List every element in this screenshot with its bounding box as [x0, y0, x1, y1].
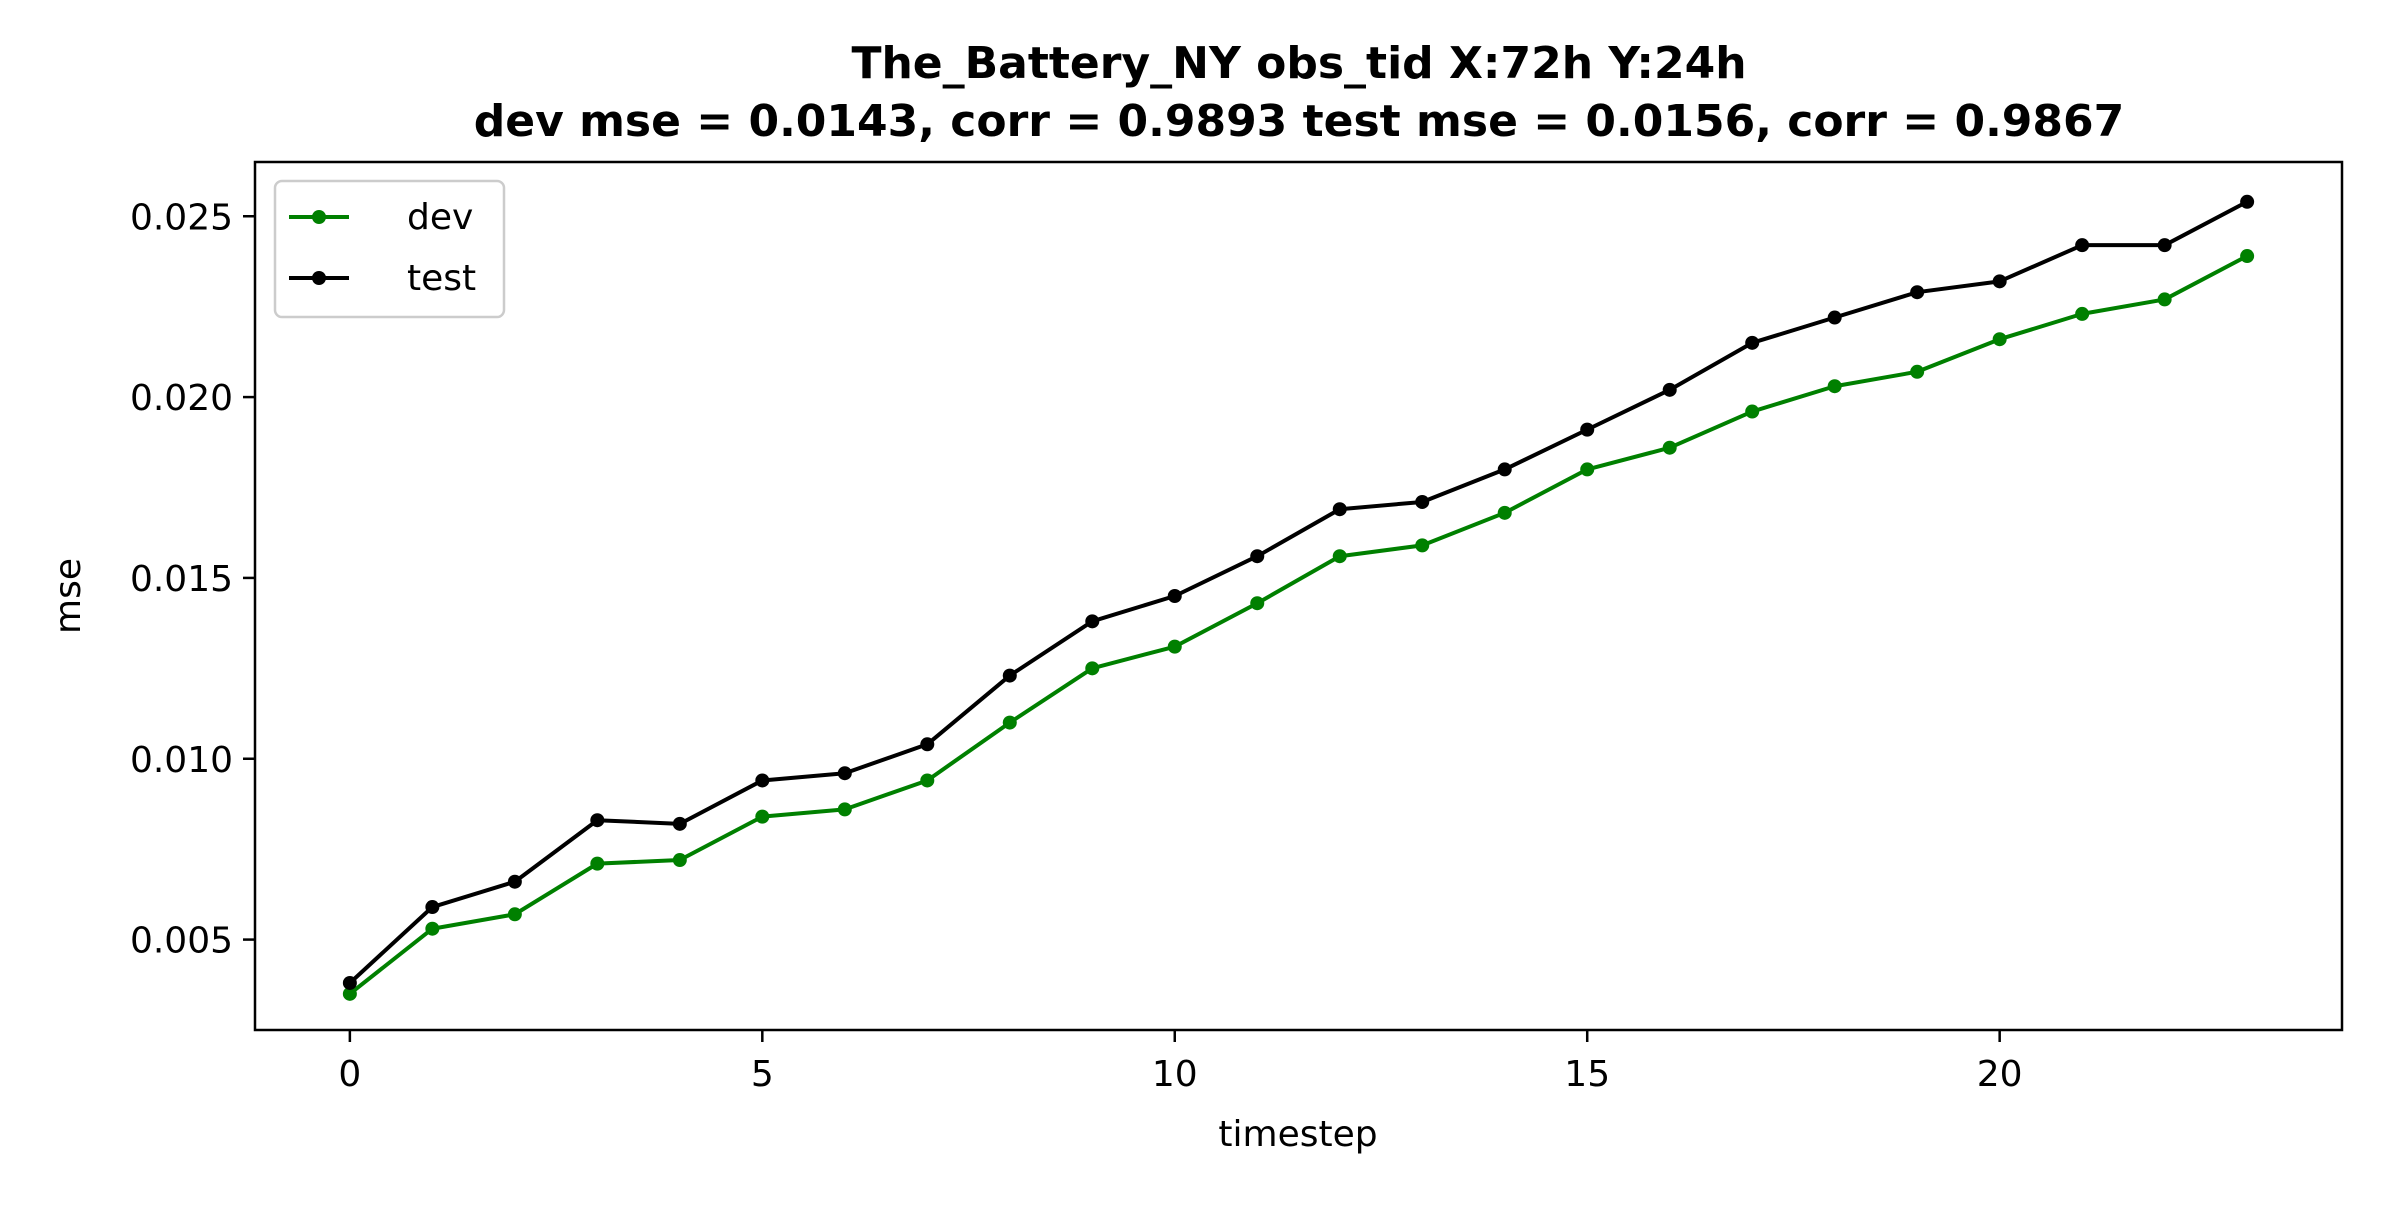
x-tick-label: 5	[751, 1054, 774, 1095]
data-point-test	[672, 816, 687, 831]
y-tick-label: 0.025	[130, 197, 233, 238]
data-point-test	[590, 813, 605, 828]
data-point-dev	[755, 809, 770, 824]
data-point-test	[1662, 382, 1677, 397]
x-tick-label: 15	[1564, 1054, 1610, 1095]
series-line-dev	[348, 254, 2249, 996]
data-point-dev	[1332, 549, 1347, 564]
data-point-test	[2240, 194, 2255, 209]
data-point-dev	[1250, 596, 1265, 611]
legend-label-test: test	[407, 258, 476, 299]
data-point-dev	[590, 856, 605, 871]
data-point-test	[1250, 549, 1265, 564]
data-point-dev	[672, 853, 687, 868]
data-point-dev	[1002, 715, 1017, 730]
data-point-test	[1580, 422, 1595, 437]
data-point-test	[1167, 589, 1182, 603]
data-point-dev	[425, 921, 440, 936]
data-point-dev	[1992, 332, 2007, 347]
y-tick-label: 0.005	[130, 921, 233, 962]
data-point-test	[2075, 238, 2090, 253]
data-point-test	[1827, 310, 1842, 325]
y-tick-label: 0.010	[130, 740, 233, 781]
data-point-dev	[1415, 538, 1430, 553]
x-axis-label: timestep	[1218, 1114, 1377, 1155]
data-point-test	[2157, 238, 2172, 253]
x-tick-label: 10	[1152, 1054, 1198, 1095]
data-point-dev	[1167, 639, 1182, 654]
data-point-test	[425, 900, 440, 915]
data-point-test	[1085, 614, 1100, 629]
plot-area: 0 5 10 15 20 0.005 0.010 0.015 0.020 0.025	[130, 194, 2255, 1095]
data-point-dev	[1910, 364, 1925, 379]
y-axis-label: mse	[48, 558, 89, 634]
data-point-dev	[342, 986, 357, 1001]
legend-label-dev: dev	[407, 197, 473, 238]
data-point-dev	[1827, 379, 1842, 394]
data-point-dev	[2157, 292, 2172, 307]
x-tick-label: 20	[1977, 1054, 2023, 1095]
data-point-dev	[837, 802, 852, 817]
data-point-test	[1002, 668, 1017, 683]
data-point-test	[837, 766, 852, 781]
data-point-test	[342, 975, 357, 990]
data-point-dev	[1580, 462, 1595, 477]
data-point-test	[507, 874, 522, 889]
legend-marker-test	[312, 271, 326, 285]
data-point-dev	[2240, 249, 2255, 264]
data-point-dev	[507, 907, 522, 922]
data-point-test	[1415, 494, 1430, 509]
data-point-test	[755, 773, 770, 788]
data-point-test	[1497, 462, 1512, 477]
plot-frame	[253, 160, 2344, 1032]
legend: dev test	[273, 179, 506, 319]
data-point-dev	[1085, 661, 1100, 676]
chart-subtitle: dev mse = 0.0143, corr = 0.9893 test mse…	[474, 96, 2125, 147]
data-point-dev	[1497, 505, 1512, 520]
chart-title: The_Battery_NY obs_tid X:72h Y:24h	[851, 38, 1746, 89]
data-point-test	[920, 737, 935, 752]
data-point-dev	[1662, 440, 1677, 455]
data-point-test	[1910, 285, 1925, 300]
data-point-dev	[1745, 404, 1760, 419]
data-point-test	[1992, 274, 2007, 289]
x-tick-label: 0	[338, 1054, 361, 1095]
y-tick-label: 0.015	[130, 559, 233, 600]
data-point-test	[1332, 502, 1347, 517]
series-line-test	[348, 200, 2249, 985]
data-point-dev	[2075, 306, 2090, 321]
legend-marker-dev	[312, 210, 326, 224]
y-tick-label: 0.020	[130, 378, 233, 419]
data-point-dev	[920, 773, 935, 788]
data-point-test	[1745, 335, 1760, 350]
